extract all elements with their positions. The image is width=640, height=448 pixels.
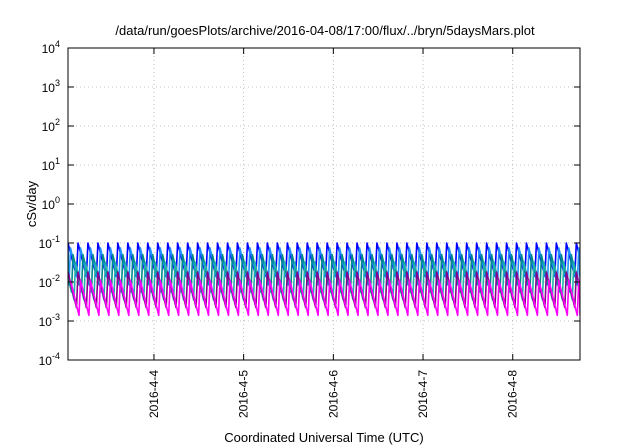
series-line [69,279,580,317]
y-tick-base: 10 [42,120,56,134]
y-tick-exponent: -3 [52,312,60,322]
y-tick-label: 10-4 [39,351,60,368]
y-axis-label: cSv/day [24,180,39,227]
y-tick-base: 10 [42,159,56,173]
y-tick-exponent: 1 [55,156,60,166]
y-tick-label: 10-1 [39,234,60,251]
y-tick-label: 103 [42,78,60,95]
y-tick-label: 104 [42,39,60,56]
y-tick-exponent: -2 [52,273,60,283]
y-tick-exponent: 0 [55,195,60,205]
y-tick-label: 10-2 [39,273,60,290]
y-tick-label: 100 [42,195,60,212]
y-tick-label: 101 [42,156,60,173]
y-tick-exponent: 4 [55,39,60,49]
y-tick-base: 10 [39,354,53,368]
series-group [68,242,580,317]
y-tick-exponent: -1 [52,234,60,244]
y-tick-exponent: 2 [55,117,60,127]
x-tick-label: 2016-4-6 [326,370,340,418]
y-tick-label: 102 [42,117,60,134]
y-tick-base: 10 [42,42,56,56]
x-tick-label: 2016-4-4 [147,370,161,418]
y-tick-exponent: 3 [55,78,60,88]
x-tick-label: 2016-4-5 [237,370,251,418]
y-tick-base: 10 [39,315,53,329]
y-tick-label: 10-3 [39,312,60,329]
y-tick-base: 10 [39,237,53,251]
x-tick-label: 2016-4-7 [416,370,430,418]
x-axis-label: Coordinated Universal Time (UTC) [224,430,423,445]
x-tick-label: 2016-4-8 [506,370,520,418]
y-tick-base: 10 [42,81,56,95]
y-tick-exponent: -4 [52,351,60,361]
y-tick-base: 10 [39,276,53,290]
x-axis: 2016-4-4 2016-4-5 2016-4-6 2016-4-7 2016-4-8 [147,48,520,418]
chart-title: /data/run/goesPlots/archive/2016-04-08/1… [115,23,535,38]
grid-lines [68,48,580,360]
y-tick-base: 10 [42,198,56,212]
